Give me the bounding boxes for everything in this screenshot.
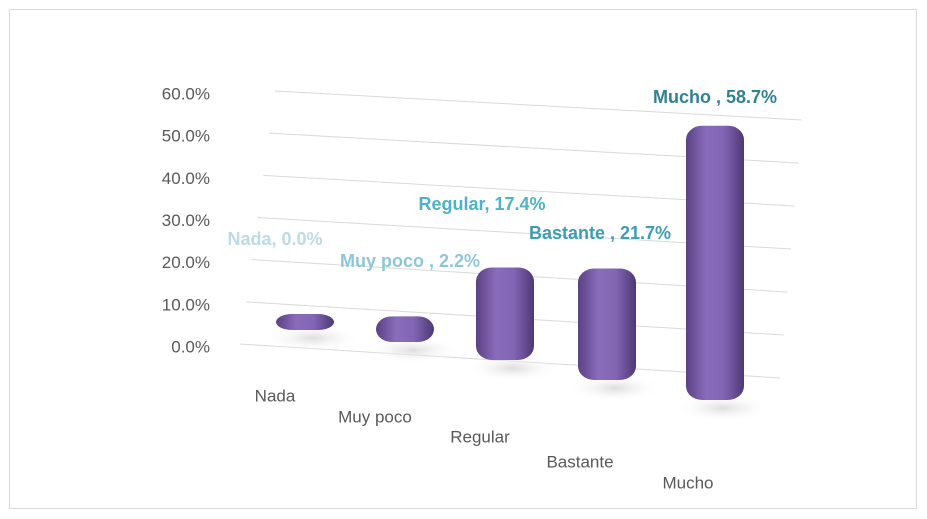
x-tick-label: Nada (255, 386, 296, 405)
y-tick-label: 60.0% (162, 84, 210, 103)
data-label: Bastante , 21.7% (529, 223, 671, 243)
x-tick-label: Bastante (546, 452, 613, 471)
bar (276, 314, 334, 330)
y-tick-label: 0.0% (171, 337, 210, 356)
bar (578, 268, 636, 380)
bar-shadow (365, 336, 461, 364)
data-label: Regular, 17.4% (418, 194, 545, 214)
y-tick-label: 40.0% (162, 169, 210, 188)
x-tick-label: Regular (450, 427, 510, 446)
data-label: Nada, 0.0% (227, 229, 322, 249)
y-tick-label: 20.0% (162, 253, 210, 272)
data-label: Mucho , 58.7% (653, 87, 777, 107)
bar (376, 316, 434, 342)
y-tick-label: 10.0% (162, 295, 210, 314)
data-label: Muy poco , 2.2% (340, 251, 480, 271)
bar-shadow (465, 354, 561, 382)
chart-frame (9, 9, 917, 509)
y-tick-label: 50.0% (162, 127, 210, 146)
grid-line (274, 90, 803, 121)
bar-shadow (265, 324, 361, 352)
bar-shadow (675, 394, 771, 422)
x-tick-label: Mucho (662, 473, 713, 492)
bar (686, 125, 744, 400)
bar (476, 267, 534, 360)
y-tick-label: 30.0% (162, 211, 210, 230)
bar-shadow (567, 374, 663, 402)
x-tick-label: Muy poco (338, 407, 412, 426)
